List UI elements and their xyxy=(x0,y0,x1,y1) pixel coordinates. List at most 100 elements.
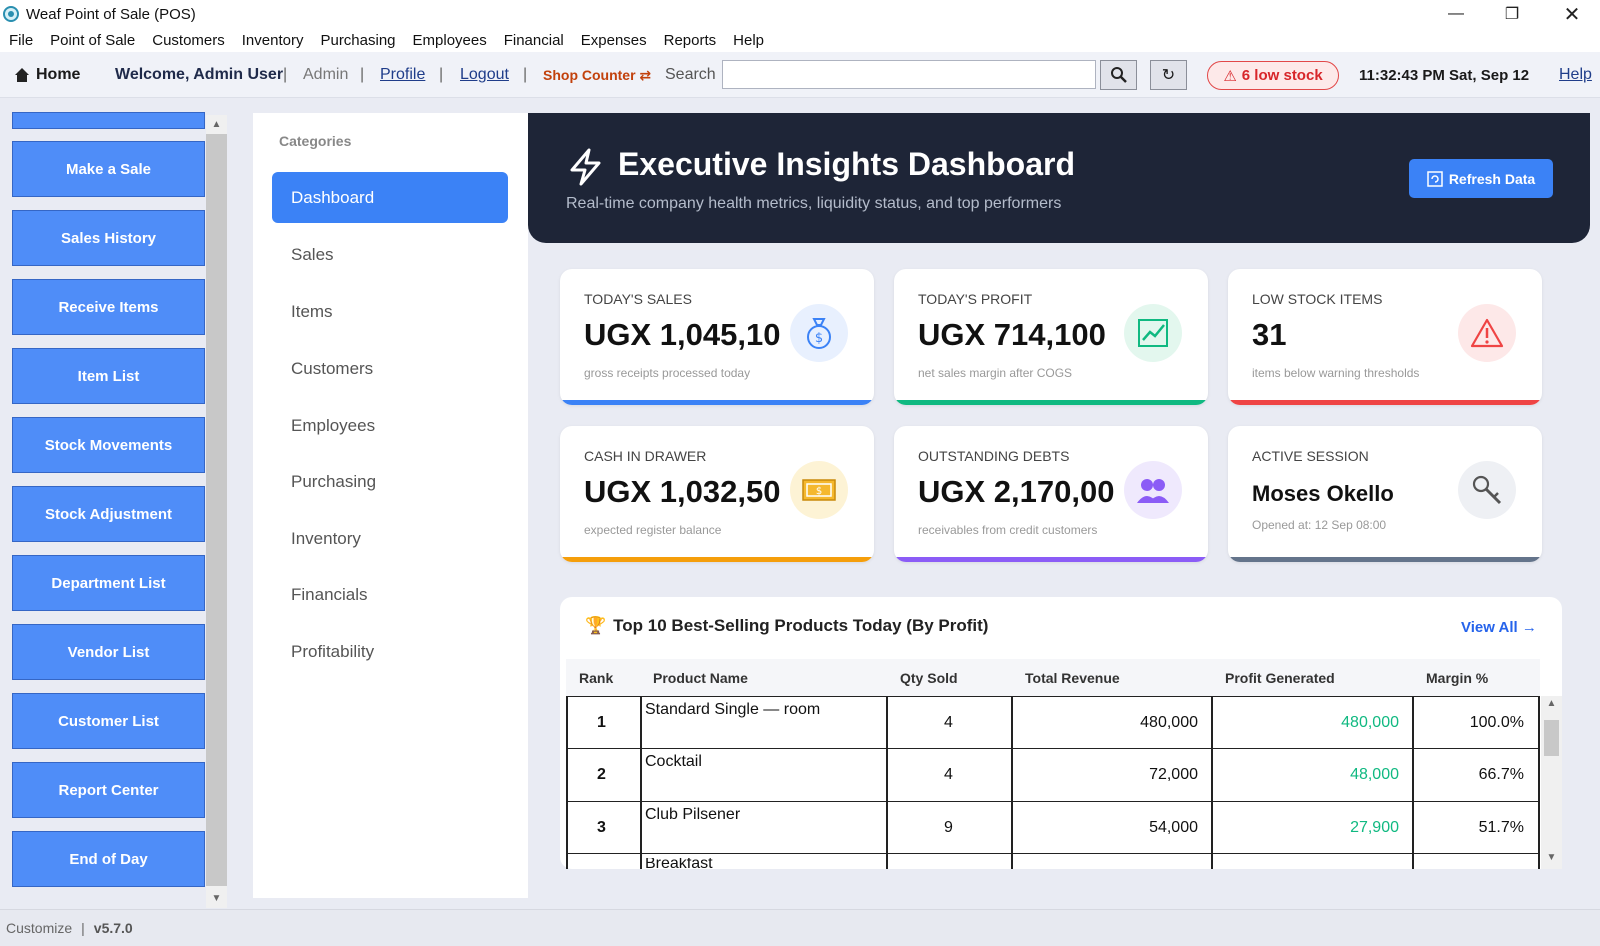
sidebar-button-report-center[interactable]: Report Center xyxy=(12,762,205,818)
categories-title: Categories xyxy=(279,133,352,149)
cell-product-name: Cocktail xyxy=(645,753,702,770)
card-subtext: gross receipts processed today xyxy=(584,366,751,380)
home-button[interactable]: Home xyxy=(14,52,80,98)
cell-profit: 480,000 xyxy=(1341,714,1399,731)
people-icon xyxy=(1124,461,1182,519)
card-value: 31 xyxy=(1252,317,1287,352)
scroll-down-icon[interactable]: ▼ xyxy=(211,893,222,904)
status-bar: Customize | v5.7.0 xyxy=(0,909,1600,946)
column-qty-sold[interactable]: Qty Sold xyxy=(900,670,958,686)
menu-help[interactable]: Help xyxy=(733,31,765,49)
card-value: Moses Okello xyxy=(1252,481,1394,506)
page-subtitle: Real-time company health metrics, liquid… xyxy=(566,195,1062,212)
sidebar-button-stock-adjustment[interactable]: Stock Adjustment xyxy=(12,486,205,542)
cell-margin: 51.7% xyxy=(1478,819,1524,836)
sidebar-button-department-list[interactable]: Department List xyxy=(12,555,205,611)
cell-product-name: Standard Single — room xyxy=(645,701,821,718)
column-product-name[interactable]: Product Name xyxy=(653,670,748,686)
category-items[interactable]: Items xyxy=(291,301,333,321)
sidebar-button-make-a-sale[interactable]: Make a Sale xyxy=(12,141,205,197)
table-row[interactable] xyxy=(566,853,1540,869)
reload-button[interactable]: ↻ xyxy=(1150,60,1187,90)
scroll-up-icon[interactable]: ▲ xyxy=(1546,698,1557,709)
menu-inventory[interactable]: Inventory xyxy=(241,31,304,49)
top-products-title-text: Top 10 Best-Selling Products Today (By P… xyxy=(613,616,989,635)
category-financials[interactable]: Financials xyxy=(291,584,368,604)
reload-icon: ↻ xyxy=(1161,67,1176,84)
minimize-icon[interactable]: — xyxy=(1448,5,1464,22)
home-label: Home xyxy=(36,66,81,83)
menu-point-of-sale[interactable]: Point of Sale xyxy=(50,31,136,49)
menu-customers[interactable]: Customers xyxy=(152,31,225,49)
search-button[interactable] xyxy=(1100,60,1137,90)
scroll-up-icon[interactable]: ▲ xyxy=(211,119,222,130)
column-divider xyxy=(1211,696,1213,869)
sidebar-scroll-thumb[interactable] xyxy=(206,134,227,886)
cell-revenue: 72,000 xyxy=(1149,766,1198,783)
category-customers[interactable]: Customers xyxy=(291,358,374,378)
cell-rank: 3 xyxy=(597,819,606,836)
svg-text:$: $ xyxy=(816,486,822,497)
scroll-down-icon[interactable]: ▼ xyxy=(1546,852,1557,863)
cell-rank: 1 xyxy=(597,714,606,731)
separator: | xyxy=(81,920,85,936)
cell-margin: 100.0% xyxy=(1469,714,1524,731)
chart-up-icon xyxy=(1124,304,1182,362)
cell-margin: 66.7% xyxy=(1478,766,1524,783)
category-profitability[interactable]: Profitability xyxy=(291,641,375,661)
search-input[interactable] xyxy=(722,60,1096,89)
cell-profit: 27,900 xyxy=(1350,819,1399,836)
money-bag-icon: $ xyxy=(790,304,848,362)
help-link[interactable]: Help xyxy=(1559,66,1592,83)
category-sales[interactable]: Sales xyxy=(291,244,334,264)
card-cash-in-drawer: CASH IN DRAWER UGX 1,032,50 expected reg… xyxy=(560,426,874,562)
restore-icon[interactable]: ❐ xyxy=(1504,6,1520,23)
column-total-revenue[interactable]: Total Revenue xyxy=(1025,670,1120,686)
category-dashboard[interactable]: Dashboard xyxy=(272,172,508,223)
cell-product-name-partial: Breakfast xyxy=(645,858,713,869)
card-accent-bar xyxy=(894,400,1208,405)
menu-reports[interactable]: Reports xyxy=(663,31,717,49)
table-row[interactable] xyxy=(566,696,1540,749)
column-profit-generated[interactable]: Profit Generated xyxy=(1225,670,1335,686)
page-title: Executive Insights Dashboard xyxy=(618,146,1076,182)
menu-employees[interactable]: Employees xyxy=(412,31,487,49)
card-accent-bar xyxy=(1228,400,1542,405)
logout-link[interactable]: Logout xyxy=(460,66,509,83)
card-label: OUTSTANDING DEBTS xyxy=(918,448,1070,464)
shop-counter-link[interactable]: Shop Counter ⇄ xyxy=(543,66,652,83)
card-accent-bar xyxy=(560,400,874,405)
category-purchasing[interactable]: Purchasing xyxy=(291,471,377,491)
customize-link[interactable]: Customize xyxy=(6,920,73,936)
sidebar-button-partial[interactable] xyxy=(12,112,205,129)
sidebar-button-item-list[interactable]: Item List xyxy=(12,348,205,404)
close-icon[interactable]: ✕ xyxy=(1563,3,1581,26)
menu-expenses[interactable]: Expenses xyxy=(580,31,647,49)
view-all-link[interactable]: View All → xyxy=(1461,619,1537,636)
refresh-data-button[interactable]: Refresh Data xyxy=(1409,159,1553,198)
menu-file[interactable]: File xyxy=(9,31,34,49)
sidebar-button-stock-movements[interactable]: Stock Movements xyxy=(12,417,205,473)
sidebar-button-end-of-day[interactable]: End of Day xyxy=(12,831,205,887)
sidebar-button-vendor-list[interactable]: Vendor List xyxy=(12,624,205,680)
sidebar-button-receive-items[interactable]: Receive Items xyxy=(12,279,205,335)
category-employees[interactable]: Employees xyxy=(291,415,376,435)
sidebar-button-sales-history[interactable]: Sales History xyxy=(12,210,205,266)
menu-purchasing[interactable]: Purchasing xyxy=(320,31,396,49)
table-row[interactable] xyxy=(566,801,1540,854)
menu-financial[interactable]: Financial xyxy=(503,31,564,49)
category-inventory[interactable]: Inventory xyxy=(291,528,361,548)
profile-link[interactable]: Profile xyxy=(380,66,426,83)
column-rank[interactable]: Rank xyxy=(579,670,614,686)
table-row[interactable] xyxy=(566,748,1540,801)
separator: | xyxy=(283,66,288,83)
top-products-title: 🏆 Top 10 Best-Selling Products Today (By… xyxy=(585,616,988,636)
low-stock-badge[interactable]: ⚠ 6 low stock xyxy=(1207,61,1339,90)
cell-revenue: 54,000 xyxy=(1149,819,1198,836)
column-margin[interactable]: Margin % xyxy=(1426,670,1489,686)
card-value: UGX 714,100 xyxy=(918,317,1106,352)
sidebar-button-customer-list[interactable]: Customer List xyxy=(12,693,205,749)
table-scroll-thumb[interactable] xyxy=(1544,720,1559,756)
column-divider xyxy=(1412,696,1414,869)
table-header xyxy=(566,659,1540,696)
